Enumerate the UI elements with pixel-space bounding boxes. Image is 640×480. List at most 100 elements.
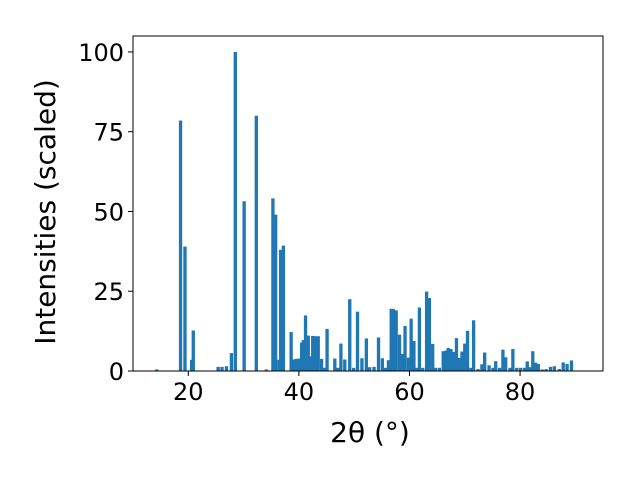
bar-peak-76 (471, 320, 476, 371)
bar-peak-86 (508, 367, 512, 371)
bar-peak-53 (403, 326, 407, 371)
x-axis-ticks: 20 40 60 80 (173, 371, 535, 406)
bar-peak-23 (301, 340, 305, 371)
bar-peak-72 (460, 351, 464, 371)
bar-peak-16 (278, 249, 283, 371)
bar-peak-103 (569, 360, 574, 371)
bar-peak-90 (522, 367, 527, 371)
bar-peak-29 (316, 336, 320, 371)
x-axis-label: 2θ (°) (330, 416, 410, 449)
bar-peak-83 (497, 367, 502, 371)
bar-peak-59 (421, 367, 425, 371)
bar-peak-67 (446, 348, 450, 371)
bar-peak-26 (308, 356, 313, 371)
bar-peak-77 (476, 369, 480, 371)
bar-peak-12 (264, 369, 268, 371)
bar-peak-94 (533, 362, 538, 371)
bar-peak-99 (552, 366, 556, 371)
y-tick-label: 75 (93, 119, 124, 147)
bar-peak-70 (454, 338, 459, 371)
bar-peak-96 (540, 369, 544, 371)
bar-peak-42 (368, 367, 372, 371)
bar-peak-6 (220, 366, 224, 371)
bar-peak-34 (336, 367, 340, 371)
bar-peak-7 (224, 366, 229, 371)
bar-peak-35 (339, 343, 343, 371)
bar-peak-78 (480, 364, 484, 371)
bar-peak-63 (433, 367, 438, 371)
y-axis-label: Intensities (scaled) (29, 79, 62, 345)
x-tick-label: 40 (284, 378, 315, 406)
x-tick-label: 80 (505, 378, 536, 406)
bar-peak-1 (178, 120, 183, 371)
bar-peak-39 (355, 311, 360, 371)
bar-peak-45 (380, 358, 385, 371)
bar-peak-11 (254, 115, 258, 371)
bar-peak-61 (427, 297, 432, 371)
bar-peak-93 (531, 351, 535, 371)
bar-peak-101 (561, 362, 565, 371)
bar-peak-46 (384, 367, 388, 371)
bar-peak-56 (412, 341, 416, 371)
bar-peak-62 (431, 343, 435, 371)
bar-peak-30 (319, 358, 324, 371)
bar-peak-43 (372, 366, 376, 371)
bar-peak-31 (322, 367, 326, 371)
bar-peak-13 (271, 198, 275, 371)
bar-peak-65 (441, 351, 445, 371)
bar-peak-38 (351, 367, 356, 371)
bar-peak-40 (360, 358, 364, 371)
bar-peak-18 (289, 332, 293, 371)
bar-peak-79 (483, 352, 487, 371)
bar-peak-55 (409, 318, 413, 371)
bar-peak-68 (449, 348, 453, 371)
bar-peak-20 (294, 358, 298, 371)
bar-peak-98 (548, 366, 553, 371)
bar-peak-60 (424, 291, 429, 371)
bar-peak-89 (518, 367, 523, 371)
bar-peak-97 (544, 369, 548, 371)
bar-peak-24 (303, 315, 308, 371)
bar-peak-75 (469, 367, 473, 371)
bar-peak-84 (501, 349, 505, 371)
bar-peak-17 (281, 245, 286, 371)
bar-peak-80 (487, 365, 491, 371)
bar-peak-58 (417, 307, 422, 371)
bar-peak-102 (565, 363, 569, 371)
axes (132, 35, 604, 372)
bar-peak-52 (400, 353, 404, 371)
bar-peak-66 (444, 350, 448, 371)
bar-peak-88 (515, 367, 519, 371)
bar-peak-82 (494, 361, 498, 371)
bar-peak-92 (528, 367, 532, 371)
y-tick-label: 25 (93, 278, 124, 306)
y-axis-ticks: 0 25 50 75 100 (78, 39, 133, 386)
bar-peak-81 (491, 367, 495, 371)
bar-peak-85 (504, 357, 508, 371)
bar-peak-0 (155, 369, 159, 371)
bar-peak-49 (391, 309, 396, 371)
bar-peak-54 (406, 357, 411, 371)
bar-peak-73 (463, 343, 467, 371)
bar-peak-2 (183, 246, 187, 371)
bar-peak-48 (389, 308, 393, 371)
bar-peak-25 (306, 335, 310, 371)
bar-peak-69 (452, 351, 456, 371)
bar-peak-9 (233, 51, 237, 371)
bar-peak-19 (292, 359, 296, 371)
bar-peak-44 (376, 337, 381, 371)
bar-peak-74 (465, 330, 470, 371)
bar-peak-8 (229, 353, 234, 371)
bar-peak-28 (313, 336, 318, 371)
bar-peak-87 (511, 348, 515, 371)
bar-peak-10 (242, 201, 246, 371)
x-tick-label: 60 (394, 378, 425, 406)
bar-peak-33 (333, 358, 337, 371)
bar-peak-14 (274, 214, 278, 371)
bar-peak-50 (394, 310, 398, 371)
bar-peak-100 (557, 369, 561, 371)
bar-peak-71 (457, 357, 461, 371)
bar-series (155, 51, 574, 371)
bar-peak-4 (191, 330, 195, 371)
bar-peak-64 (437, 367, 441, 371)
